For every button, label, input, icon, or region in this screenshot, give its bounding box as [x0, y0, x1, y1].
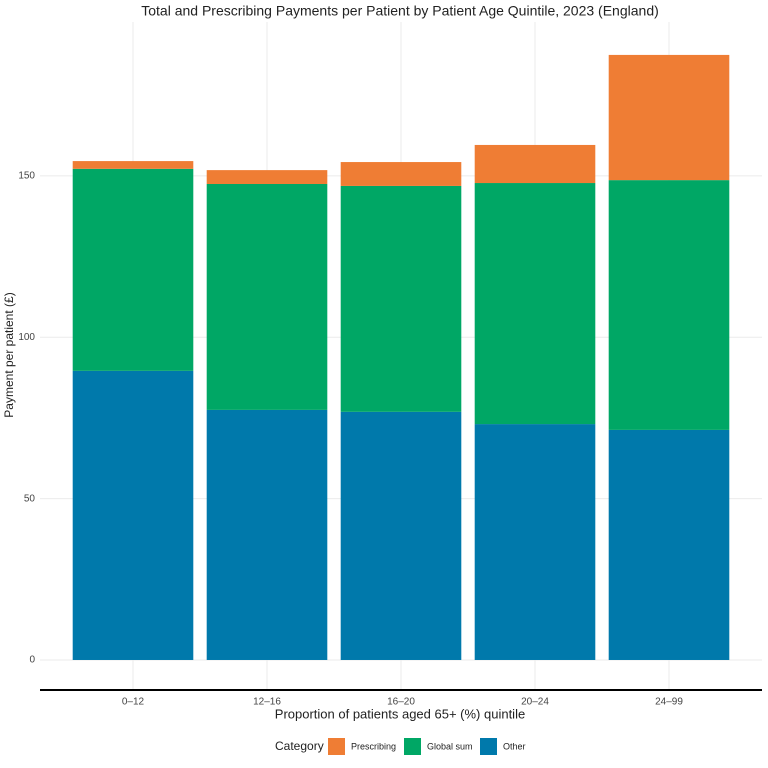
bar-segment [474, 144, 596, 184]
legend-swatch [404, 738, 421, 755]
x-tick-label: 12–16 [253, 697, 281, 708]
bar-segment [608, 54, 730, 181]
legend-label: Prescribing [351, 741, 396, 751]
x-tick-label: 24–99 [655, 697, 683, 708]
chart-title: Total and Prescribing Payments per Patie… [141, 3, 659, 19]
y-tick-label: 150 [18, 171, 35, 182]
bar-segment [340, 411, 462, 660]
x-axis-label: Proportion of patients aged 65+ (%) quin… [275, 706, 525, 721]
bar-segment [608, 429, 730, 660]
bar-segment [340, 185, 462, 412]
legend-swatch [480, 738, 497, 755]
bar-segment [608, 180, 730, 430]
bar-segment [72, 370, 194, 660]
bar-segment [72, 161, 194, 169]
legend-title: Category [275, 739, 324, 753]
legend-label: Global sum [427, 741, 473, 751]
bar-segment [72, 168, 194, 371]
y-tick-label: 100 [18, 332, 35, 343]
bar-segment [474, 183, 596, 425]
legend-swatch [328, 738, 345, 755]
legend-label: Other [503, 741, 526, 751]
bar-segment [206, 170, 328, 184]
y-tick-label: 0 [29, 655, 35, 666]
y-axis-label: Payment per patient (£) [2, 292, 16, 417]
bar-segment [340, 162, 462, 186]
y-tick-label: 50 [24, 493, 36, 504]
bar-segment [474, 424, 596, 660]
bar-segment [206, 183, 328, 410]
x-tick-label: 0–12 [122, 697, 145, 708]
bar-segment [206, 409, 328, 660]
x-tick-label: 16–20 [387, 697, 415, 708]
x-tick-label: 20–24 [521, 697, 549, 708]
